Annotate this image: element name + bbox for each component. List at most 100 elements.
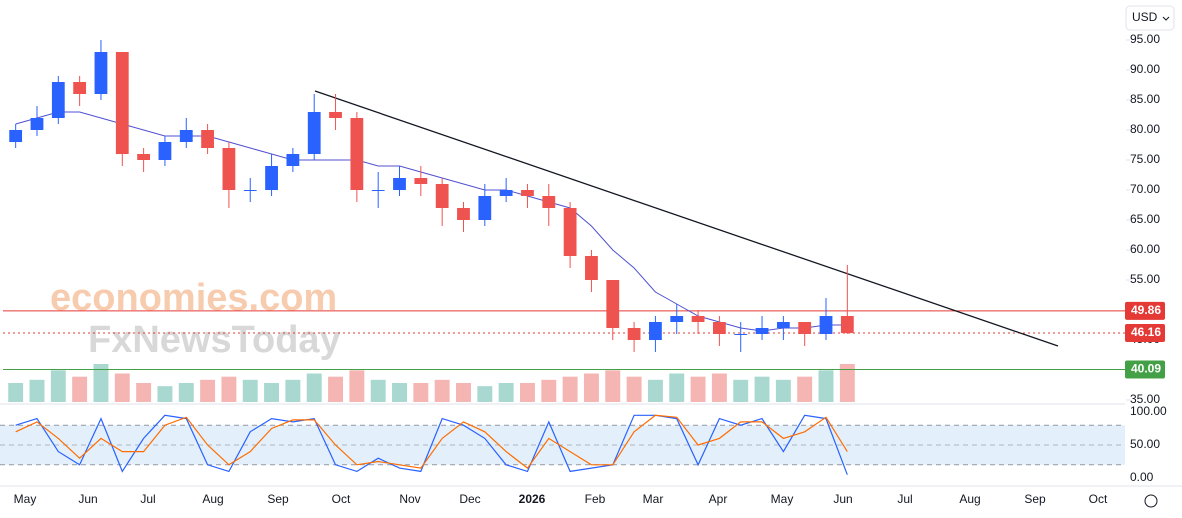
volume-bar bbox=[519, 383, 535, 402]
price-level-label: 40.09 bbox=[1131, 362, 1161, 376]
x-tick-label: Aug bbox=[959, 492, 980, 506]
volume-bar bbox=[647, 379, 663, 402]
x-tick-label: Oct bbox=[332, 492, 351, 506]
volume-bar bbox=[775, 379, 791, 402]
volume-bar bbox=[349, 370, 365, 402]
candle-body bbox=[712, 322, 726, 334]
x-tick-label: Oct bbox=[1089, 492, 1108, 506]
candle-body bbox=[478, 196, 492, 220]
volume-bar bbox=[50, 370, 66, 402]
volume-bar bbox=[669, 373, 685, 402]
volume-bar bbox=[434, 379, 450, 402]
volume-bar bbox=[370, 379, 386, 402]
volume-bar bbox=[392, 383, 407, 402]
volume-bar bbox=[690, 376, 706, 402]
x-tick-label: Jun bbox=[833, 492, 852, 506]
volume-bar bbox=[8, 383, 24, 402]
candle-body bbox=[350, 118, 364, 190]
candle-body bbox=[798, 322, 812, 334]
candle-body bbox=[201, 130, 214, 148]
y-tick-label: 90.00 bbox=[1130, 62, 1160, 76]
volume-bar bbox=[306, 373, 322, 402]
watermark: economies.com FxNewsToday bbox=[50, 277, 341, 361]
x-tick-label: Sep bbox=[1024, 492, 1046, 506]
x-tick-label: Apr bbox=[709, 492, 728, 506]
x-tick-label: Sep bbox=[267, 492, 289, 506]
candle-body bbox=[776, 322, 790, 328]
candle-body bbox=[30, 118, 44, 130]
x-tick-label: Feb bbox=[585, 492, 606, 506]
candle-body bbox=[670, 316, 684, 322]
volume-bar bbox=[733, 379, 749, 402]
candle-body bbox=[158, 142, 172, 160]
candle-body bbox=[755, 328, 769, 334]
candle-body bbox=[691, 316, 705, 322]
volume-bar bbox=[114, 373, 130, 402]
volume-bar bbox=[626, 376, 642, 402]
candle-body bbox=[499, 190, 513, 196]
volume-bar bbox=[72, 376, 88, 402]
volume-bar bbox=[477, 386, 493, 402]
y-tick-label: 60.00 bbox=[1130, 242, 1160, 256]
stoch-tick-label: 50.00 bbox=[1130, 437, 1160, 451]
volume-bar bbox=[93, 364, 109, 402]
chevron bbox=[1162, 16, 1170, 21]
candle-body bbox=[9, 130, 23, 142]
candle-body bbox=[457, 208, 470, 220]
volume-bar bbox=[328, 376, 344, 402]
y-tick-label: 75.00 bbox=[1130, 152, 1160, 166]
candle-body bbox=[542, 196, 556, 208]
candle-body bbox=[414, 178, 428, 184]
volume-bar bbox=[605, 370, 621, 402]
candle-body bbox=[393, 178, 406, 190]
trendline bbox=[314, 90, 1059, 347]
volume-bar bbox=[498, 383, 514, 402]
watermark-text: FxNewsToday bbox=[88, 319, 341, 361]
candle-body bbox=[734, 334, 748, 335]
moving-average bbox=[15, 111, 848, 332]
volume-bar bbox=[136, 383, 152, 402]
volume-bar bbox=[839, 364, 855, 402]
y-tick-label: 95.00 bbox=[1130, 32, 1160, 46]
watermark-text: economies.com bbox=[50, 277, 337, 319]
candle-body bbox=[563, 208, 577, 256]
candle-body bbox=[94, 52, 108, 94]
volume-bar bbox=[157, 386, 173, 402]
volume-bar bbox=[541, 379, 557, 402]
gear[interactable] bbox=[1144, 494, 1158, 508]
candle-body bbox=[329, 112, 342, 118]
candle-body bbox=[115, 52, 129, 154]
currency-selector[interactable]: USD bbox=[1125, 5, 1175, 31]
currency-box[interactable] bbox=[1125, 5, 1175, 31]
candle-body bbox=[51, 82, 65, 118]
candle-body bbox=[819, 316, 833, 334]
y-tick-label: 80.00 bbox=[1130, 122, 1160, 136]
x-tick-label: Jul bbox=[140, 492, 155, 506]
candle-body bbox=[307, 112, 321, 154]
price-level-label: 46.16 bbox=[1131, 325, 1161, 339]
candle-body bbox=[627, 328, 641, 340]
volume-bar bbox=[285, 379, 301, 402]
stoch-line bbox=[15, 414, 848, 469]
settings-icon[interactable] bbox=[1144, 494, 1158, 508]
x-tick-label: 2026 bbox=[519, 492, 546, 506]
price-level-tag bbox=[1125, 301, 1165, 320]
stoch-tick-label: 0.00 bbox=[1130, 470, 1154, 484]
x-tick-label: Jul bbox=[897, 492, 912, 506]
x-tick-label: Dec bbox=[459, 492, 480, 506]
volume-bar bbox=[221, 376, 237, 402]
price-level-tag bbox=[1125, 360, 1165, 379]
y-tick-label: 35.00 bbox=[1130, 392, 1160, 406]
currency-label[interactable]: USD bbox=[1132, 10, 1158, 24]
y-tick-label: 85.00 bbox=[1130, 92, 1160, 106]
price-level-label: 49.86 bbox=[1131, 303, 1161, 317]
candle-body bbox=[435, 184, 449, 208]
volume-bar bbox=[456, 383, 471, 402]
candle-body bbox=[265, 166, 278, 190]
x-tick-label: May bbox=[14, 492, 37, 506]
volume-bar bbox=[754, 376, 770, 402]
volume-bar bbox=[413, 383, 429, 402]
stoch-tick-label: 100.00 bbox=[1130, 404, 1167, 418]
volume-bar bbox=[264, 383, 280, 402]
